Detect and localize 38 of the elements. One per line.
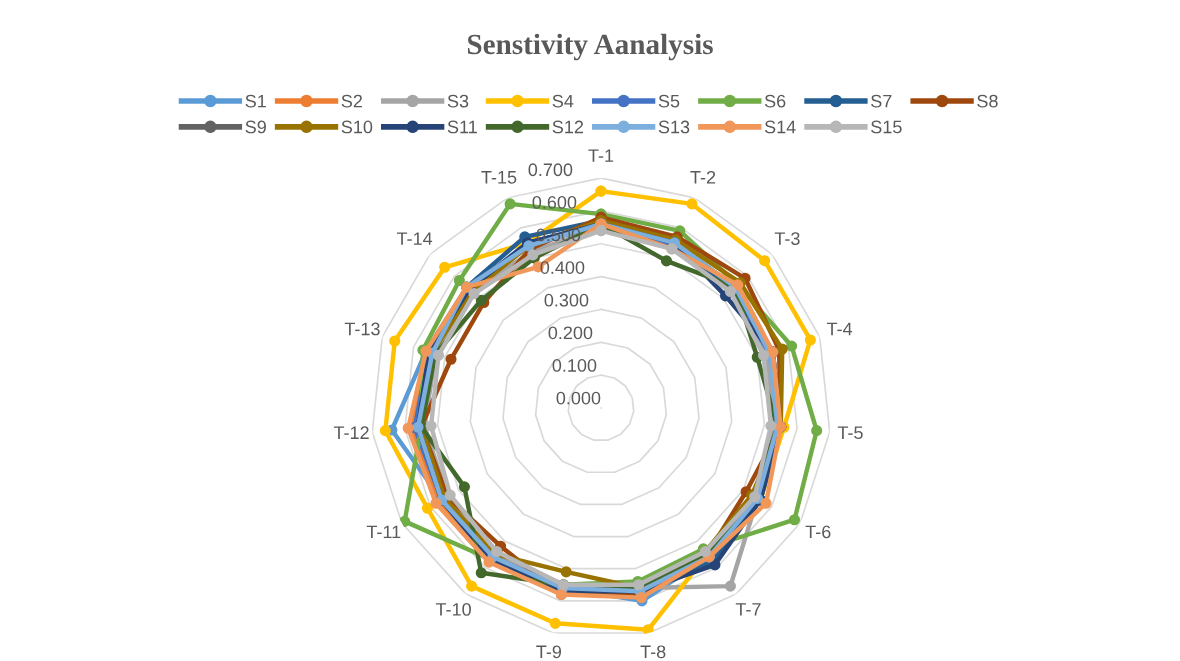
chart-title: Senstivity Aanalysis bbox=[467, 33, 713, 61]
spoke-label: T-6 bbox=[805, 525, 831, 539]
legend-label: S15 bbox=[871, 120, 902, 134]
spoke-label: T-13 bbox=[344, 322, 380, 336]
spoke-label: T-1 bbox=[588, 149, 614, 162]
y-tick-label: 0.000 bbox=[556, 391, 601, 405]
legend-label: S1 bbox=[245, 94, 266, 108]
legend-label: S13 bbox=[658, 120, 690, 134]
legend-label: S6 bbox=[764, 94, 786, 108]
spoke-label: T-7 bbox=[735, 603, 761, 616]
legend-label: S9 bbox=[245, 120, 266, 134]
legend-label: S3 bbox=[447, 94, 469, 108]
legend-label: S12 bbox=[552, 120, 584, 134]
y-tick-label: 0.100 bbox=[552, 359, 597, 372]
spoke-label: T-4 bbox=[826, 322, 853, 336]
spoke-label: T-5 bbox=[837, 426, 863, 440]
y-tick-label: 0.500 bbox=[536, 228, 581, 242]
spoke-label: T-15 bbox=[481, 171, 517, 184]
legend-label: S7 bbox=[871, 94, 892, 108]
spoke-label: T-3 bbox=[774, 232, 800, 246]
legend-label: S4 bbox=[552, 94, 574, 108]
spoke-label: T-10 bbox=[435, 602, 471, 616]
spoke-label: T-12 bbox=[333, 426, 369, 439]
legend-label: S2 bbox=[341, 94, 362, 108]
legend-label: S10 bbox=[341, 120, 373, 134]
y-tick-label: 0.700 bbox=[528, 163, 573, 177]
y-tick-label: 0.300 bbox=[544, 293, 589, 307]
legend-label: S8 bbox=[977, 94, 998, 108]
legend-label: S5 bbox=[658, 94, 680, 108]
legend-label: S14 bbox=[764, 120, 796, 134]
spoke-label: T-9 bbox=[536, 645, 562, 659]
y-tick-label: 0.200 bbox=[548, 326, 593, 340]
spoke-label: T-11 bbox=[366, 525, 401, 539]
legend-label: S11 bbox=[447, 120, 477, 134]
spoke-label: T-2 bbox=[690, 170, 716, 184]
y-tick-label: 0.600 bbox=[532, 195, 577, 209]
spoke-label: T-8 bbox=[640, 645, 666, 659]
spoke-label: T-14 bbox=[396, 232, 433, 245]
